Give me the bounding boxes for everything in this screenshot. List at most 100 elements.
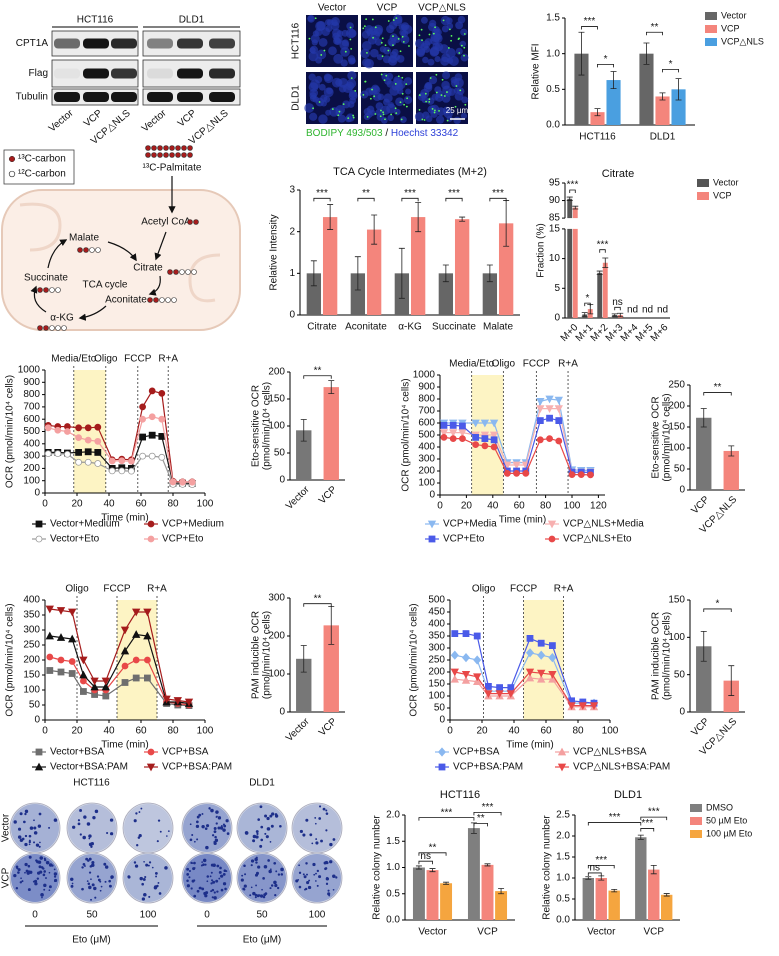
plate-stain [293,804,341,852]
marker [56,633,66,641]
marker [44,424,52,432]
lipid-droplet [402,40,405,43]
colony [213,896,217,900]
bar [426,870,439,920]
colony [243,888,246,891]
marker [449,429,458,437]
colony [323,861,327,865]
marker [546,435,553,443]
colony [45,877,47,880]
colony [81,887,84,891]
marker [68,670,76,677]
y-axis-label: (pmol/min/10⁴ cells) [662,393,673,481]
colony [193,840,196,843]
c12-dot [185,269,191,275]
colony [110,876,113,879]
c13-dot [169,152,175,158]
bar [296,430,312,480]
y-tick-label: 700 [23,402,40,413]
legend-marker [147,748,155,756]
colony [255,861,258,864]
lipid-droplet [442,19,445,22]
colony [249,894,252,897]
marker [473,632,481,640]
colony [218,870,222,874]
y-tick-label: 300 [428,643,445,654]
colony [315,838,318,840]
colony [88,842,93,847]
marker [68,634,77,643]
lipid-droplet [354,89,357,92]
x-tick-label: M+6 [649,322,671,344]
lipid-droplet [401,92,404,95]
colony [255,871,259,875]
colony [139,876,143,881]
sig-label: * [669,59,673,70]
marker [536,436,544,444]
x-tick-label: 0 [42,499,48,510]
marker [440,433,448,441]
marker [503,461,512,470]
y-tick-label: 50 [674,669,686,680]
x-tick-label: VCP [689,716,712,739]
marker [162,695,171,704]
nucleus [308,82,319,92]
marker [545,405,554,413]
nucleus [448,88,456,96]
injection-label: Media/Eto [449,359,494,370]
y-tick-label: 0.0 [556,915,570,926]
marker [143,674,151,682]
blot-band [111,38,137,49]
lipid-droplet [431,108,434,110]
colony [156,884,159,888]
lipid-droplet [418,34,421,37]
lipid-droplet [384,44,387,47]
marker [536,417,544,425]
colony [88,885,92,890]
nucleus [440,15,451,26]
error-bar [585,876,592,880]
y-tick-label: 2 [289,226,295,237]
nucleus [360,48,370,59]
nucleus [443,109,453,119]
lipid-droplet [381,55,384,58]
y-tick-label: 0.0 [386,915,400,926]
x-tick-label: 40 [508,726,520,737]
legend-label: VCP△NLS+Eto [563,534,632,545]
colony [324,867,328,870]
colony [186,867,190,871]
nucleus [432,26,440,34]
lipid-droplet [392,19,395,21]
colony [250,859,255,863]
y-tick-label: 300 [268,593,285,604]
sig-label: * [716,599,720,610]
marker [121,679,129,686]
y-tick-label: 0 [34,488,40,499]
c13-dot [181,152,187,158]
y-tick-label: 0.5 [386,888,400,899]
error-bar [300,419,307,442]
nucleus [318,83,326,91]
sig-bracket [313,197,331,202]
y-tick-label: 400 [418,442,435,453]
error-bar [498,888,505,895]
sig-bracket [569,189,576,194]
c13-dot [151,145,157,151]
colony [260,825,264,829]
y-tick-label: 50 [674,464,686,475]
c12-dot [159,297,165,303]
x-tick-label: 40 [103,726,115,737]
colony [318,875,322,879]
y-tick-label: 150 [668,422,685,433]
y-tick-label: 150 [23,670,40,681]
nucleus [385,72,394,81]
mitochondrion [1,189,241,331]
marker [188,478,196,486]
colony [33,819,35,822]
bar [608,890,620,920]
sig-label: *** [641,818,653,829]
lane-label: VCP [176,108,199,130]
y-axis-label: Relative colony number [372,815,383,920]
dose-label: 100 [140,910,157,921]
colony [193,894,197,898]
